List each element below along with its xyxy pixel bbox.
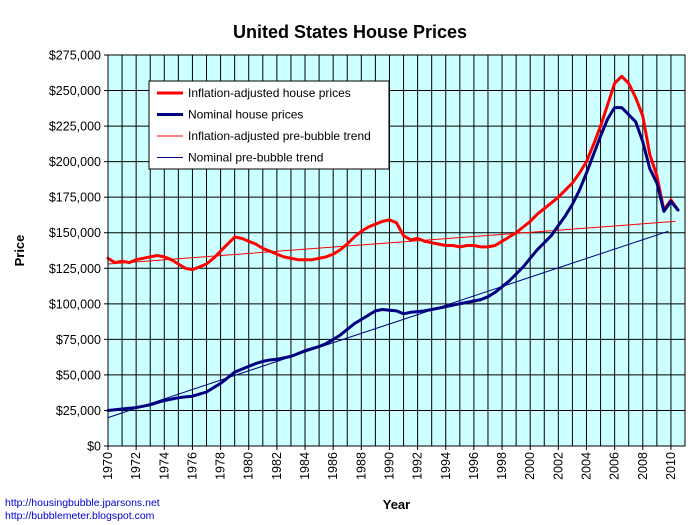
x-tick-label: 2000 <box>523 452 537 480</box>
plot-border <box>107 54 686 447</box>
x-tick-label: 1994 <box>439 452 453 480</box>
series-line-0 <box>106 74 680 272</box>
y-tick-label: $25,000 <box>56 404 101 418</box>
y-axis-title: Price <box>12 235 27 267</box>
y-tick-label: $175,000 <box>49 191 101 205</box>
legend-label: Inflation-adjusted pre-bubble trend <box>188 129 371 143</box>
credit-link-housingbubble[interactable]: http://housingbubble.jparsons.net <box>5 497 160 509</box>
legend-label: Nominal pre-bubble trend <box>188 151 323 165</box>
x-tick-label: 1992 <box>411 452 425 480</box>
x-tick-label: 1978 <box>214 452 228 480</box>
x-tick-label: 2010 <box>664 452 678 480</box>
x-tick-label: 1974 <box>157 452 171 480</box>
credit-link-bubblemeter[interactable]: http://bubblemeter.blogspot.com <box>5 510 155 522</box>
y-tick-label: $125,000 <box>49 262 101 276</box>
legend-label: Inflation-adjusted house prices <box>188 86 351 100</box>
chart-title: United States House Prices <box>233 22 467 42</box>
y-tick-label: $100,000 <box>49 297 101 311</box>
series-line-2 <box>107 220 676 265</box>
x-tick-label: 2008 <box>636 452 650 480</box>
series-lines <box>106 74 680 419</box>
x-tick-label: 2004 <box>579 452 593 480</box>
x-tick-label: 1976 <box>185 452 199 480</box>
x-tick-label: 1990 <box>382 452 396 480</box>
x-tick-label: 1986 <box>326 452 340 480</box>
y-tick-label: $200,000 <box>49 155 101 169</box>
x-axis-ticks: 1970 1972 1974 1976 1978 1980 1982 1984 1986 1988… <box>101 446 678 480</box>
x-tick-label: 2006 <box>608 452 622 480</box>
x-tick-label: 1980 <box>242 452 256 480</box>
x-tick-label: 1984 <box>298 452 312 480</box>
x-tick-label: 1988 <box>354 452 368 480</box>
x-tick-label: 1996 <box>467 452 481 480</box>
y-tick-label: $75,000 <box>56 333 101 347</box>
x-tick-label: 1998 <box>495 452 509 480</box>
x-tick-label: 1970 <box>101 452 115 480</box>
legend-label: Nominal house prices <box>188 108 303 122</box>
y-tick-label: $0 <box>87 440 101 454</box>
y-tick-label: $275,000 <box>49 49 101 63</box>
legend: Inflation-adjusted house prices Nominal h… <box>148 80 390 170</box>
y-tick-label: $250,000 <box>49 84 101 98</box>
legend-box <box>148 80 390 170</box>
y-tick-label: $50,000 <box>56 368 101 382</box>
x-tick-label: 2002 <box>551 452 565 480</box>
y-tick-label: $225,000 <box>49 120 101 134</box>
series-line-3 <box>107 230 669 419</box>
x-tick-label: 1972 <box>129 452 143 480</box>
y-axis-ticks: $0 $25,000 $50,000 $75,000 $100,000 $125,000 $… <box>49 49 108 454</box>
x-tick-label: 1982 <box>270 452 284 480</box>
series-line-1 <box>106 106 680 412</box>
y-tick-label: $150,000 <box>49 226 101 240</box>
x-axis-title: Year <box>383 497 410 512</box>
